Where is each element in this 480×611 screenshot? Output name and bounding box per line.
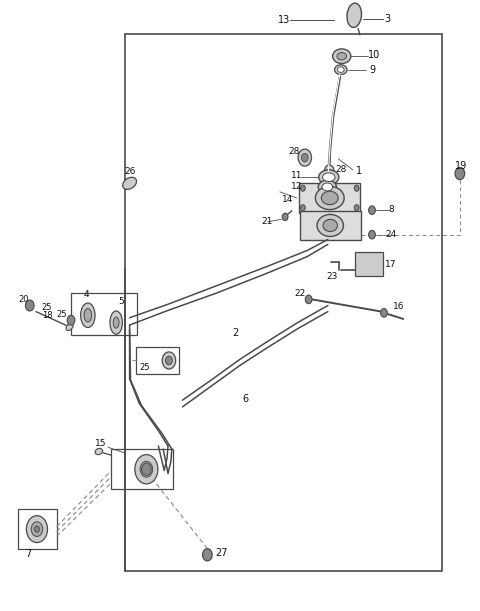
Ellipse shape (113, 317, 119, 328)
Circle shape (381, 309, 387, 317)
Circle shape (369, 206, 375, 214)
Circle shape (26, 516, 48, 543)
Circle shape (203, 549, 212, 561)
Ellipse shape (335, 65, 347, 75)
Circle shape (305, 295, 312, 304)
Ellipse shape (322, 191, 338, 205)
Text: 23: 23 (326, 273, 338, 281)
Text: 22: 22 (294, 289, 306, 298)
Bar (300, 211, 361, 240)
Ellipse shape (110, 311, 122, 334)
Ellipse shape (140, 461, 153, 477)
Ellipse shape (66, 323, 73, 331)
Circle shape (35, 526, 39, 532)
Ellipse shape (135, 455, 158, 484)
Text: 14: 14 (282, 196, 294, 204)
Text: 11: 11 (291, 172, 302, 180)
Circle shape (300, 185, 305, 191)
Circle shape (455, 167, 465, 180)
Text: 2: 2 (232, 328, 239, 338)
Bar (125, 34, 442, 571)
Ellipse shape (347, 3, 361, 27)
Text: 3: 3 (385, 14, 391, 24)
Ellipse shape (123, 177, 136, 189)
Bar (71, 293, 137, 335)
Circle shape (67, 315, 75, 325)
Text: 28: 28 (335, 166, 347, 174)
Circle shape (31, 522, 43, 536)
Circle shape (282, 213, 288, 221)
Text: 25: 25 (140, 364, 150, 372)
Text: 9: 9 (369, 65, 375, 75)
Text: 15: 15 (95, 439, 107, 448)
Ellipse shape (81, 303, 95, 327)
Circle shape (300, 205, 305, 211)
Text: 1: 1 (356, 166, 362, 176)
Text: 12: 12 (291, 182, 302, 191)
Text: 6: 6 (243, 394, 249, 404)
Circle shape (142, 463, 151, 475)
Text: 25: 25 (56, 310, 67, 319)
Text: 26: 26 (124, 167, 135, 175)
Text: 4: 4 (84, 290, 89, 299)
Ellipse shape (95, 448, 103, 455)
Bar (18, 509, 57, 549)
Bar (299, 183, 360, 213)
Bar (355, 252, 383, 276)
Ellipse shape (317, 214, 343, 236)
Bar (111, 449, 173, 489)
Circle shape (324, 165, 334, 177)
Ellipse shape (315, 186, 344, 210)
Ellipse shape (322, 183, 333, 191)
Text: 17: 17 (385, 260, 397, 269)
Circle shape (354, 205, 359, 211)
Ellipse shape (323, 219, 337, 232)
Ellipse shape (337, 67, 344, 72)
Text: 8: 8 (388, 205, 394, 214)
Circle shape (354, 185, 359, 191)
Circle shape (166, 356, 172, 365)
Circle shape (301, 153, 308, 162)
Ellipse shape (318, 180, 336, 194)
Text: 20: 20 (19, 295, 29, 304)
Ellipse shape (323, 173, 335, 181)
Text: 24: 24 (385, 230, 397, 238)
Circle shape (298, 149, 312, 166)
Text: 16: 16 (393, 302, 404, 310)
Text: 5: 5 (118, 298, 124, 306)
Text: 25: 25 (42, 303, 52, 312)
Bar (136, 347, 179, 374)
Circle shape (162, 352, 176, 369)
Text: 27: 27 (216, 548, 228, 558)
Text: 13: 13 (278, 15, 290, 25)
Text: 21: 21 (262, 217, 273, 225)
Text: 10: 10 (368, 50, 381, 60)
Ellipse shape (337, 53, 347, 60)
Circle shape (369, 230, 375, 239)
Text: 7: 7 (24, 549, 31, 559)
Text: 18: 18 (42, 311, 52, 320)
Ellipse shape (84, 309, 92, 322)
Ellipse shape (333, 49, 351, 64)
Ellipse shape (319, 170, 339, 185)
Circle shape (25, 300, 34, 311)
Text: 19: 19 (455, 161, 467, 171)
Text: 28: 28 (288, 147, 300, 156)
